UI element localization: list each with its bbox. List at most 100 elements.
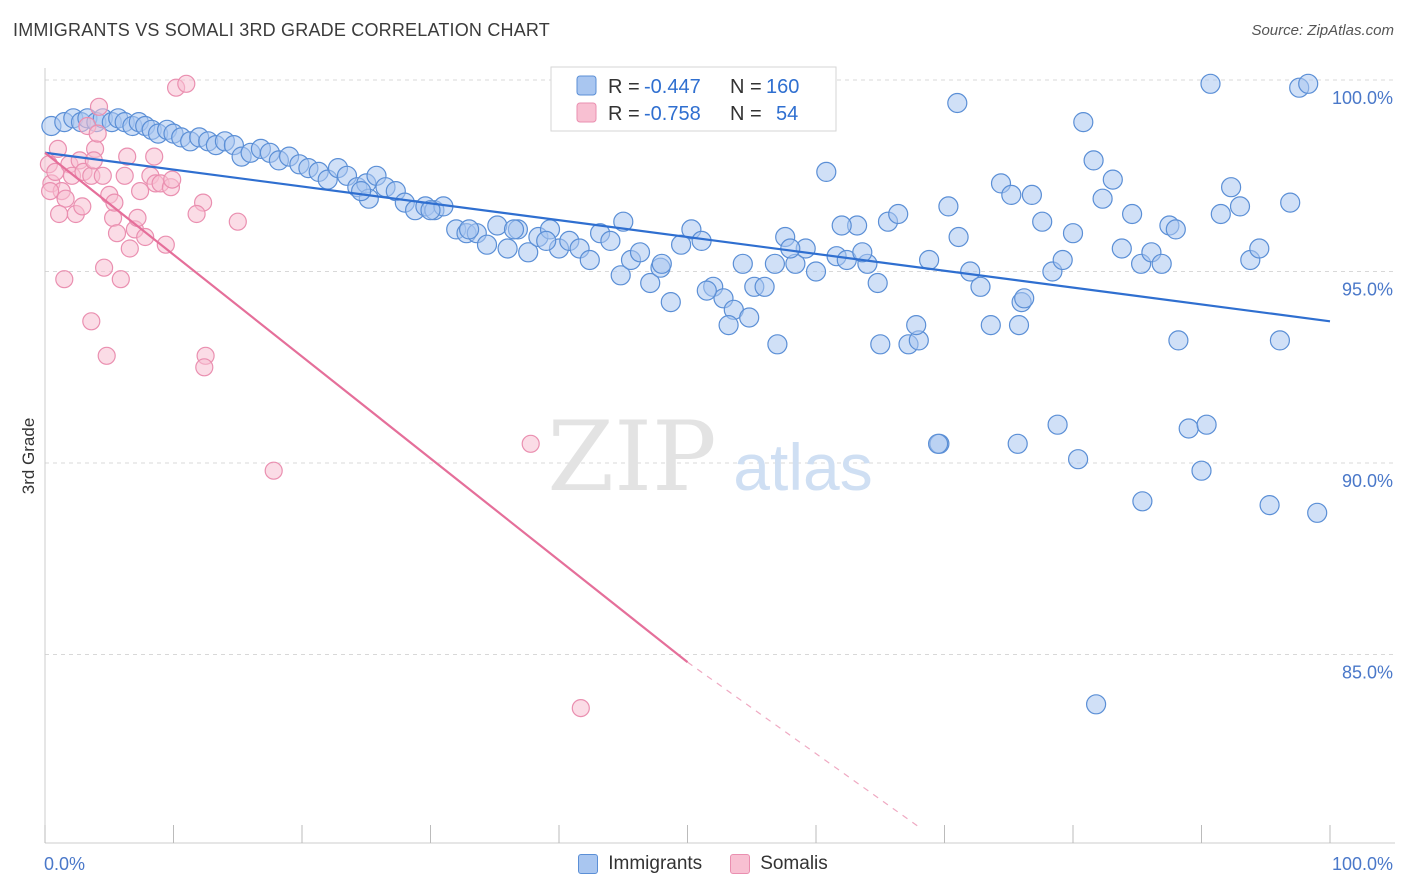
axis-layer: 100.0% 95.0% 90.0% 85.0% 0.0% 100.0% 3rd Grade [19, 68, 1395, 874]
legend-swatch-somalis [730, 854, 751, 874]
legend-n-value-1: 160 [766, 76, 799, 98]
point-somalis [228, 212, 247, 231]
watermark-atlas: atlas [733, 430, 872, 504]
legend-n-label-1: N = [730, 76, 762, 98]
legend-label-somalis: Somalis [760, 853, 828, 874]
point-immigrants [1047, 414, 1068, 435]
point-immigrants [1073, 111, 1094, 133]
point-immigrants [1298, 73, 1319, 94]
watermark: ZIP atlas [547, 401, 872, 513]
point-immigrants [870, 334, 891, 355]
point-immigrants [852, 242, 873, 263]
point-somalis [156, 235, 175, 254]
point-immigrants [660, 292, 681, 313]
legend-box-swatch-somalis [576, 102, 597, 123]
point-immigrants [1032, 211, 1053, 232]
point-immigrants [1092, 188, 1113, 209]
point-somalis [82, 312, 101, 331]
point-immigrants [1220, 177, 1242, 198]
legend-r-label-2: R = [608, 103, 640, 125]
legend-n-value-2: 54 [776, 103, 798, 125]
legend-item-somalis: Somalis [730, 853, 828, 875]
point-immigrants [1111, 238, 1132, 259]
point-immigrants [754, 276, 775, 297]
point-immigrants [1132, 491, 1153, 512]
point-immigrants [1001, 184, 1022, 205]
legend-r-value-1: -0.447 [644, 76, 701, 98]
point-somalis [107, 224, 127, 243]
point-somalis [88, 124, 107, 143]
point-immigrants [739, 307, 760, 328]
point-somalis [118, 147, 137, 166]
point-somalis [93, 166, 112, 185]
point-somalis [97, 346, 116, 365]
point-immigrants [980, 315, 1001, 336]
point-immigrants [1196, 414, 1217, 435]
point-immigrants [1280, 192, 1301, 213]
point-immigrants [1259, 495, 1280, 516]
point-immigrants [696, 280, 717, 301]
point-immigrants [831, 215, 852, 236]
point-immigrants [579, 249, 600, 271]
legend-swatch-immigrants [578, 854, 599, 874]
point-immigrants [1014, 288, 1035, 309]
point-immigrants [640, 272, 661, 294]
grid-layer [45, 79, 1395, 655]
point-immigrants [1102, 169, 1123, 190]
point-somalis [195, 358, 214, 377]
point-immigrants [1200, 73, 1221, 94]
point-somalis [94, 258, 114, 277]
legend-r-label-1: R = [608, 76, 640, 98]
chart-source: Source: ZipAtlas.com [1251, 22, 1394, 39]
point-immigrants [938, 196, 959, 217]
point-immigrants [1229, 196, 1251, 217]
y-tick-label: 90.0% [1342, 471, 1393, 491]
point-immigrants [1210, 203, 1231, 225]
legend-label-immigrants: Immigrants [608, 853, 703, 874]
legend-box-frame [550, 66, 837, 132]
point-somalis [264, 461, 283, 480]
point-immigrants [970, 276, 991, 297]
point-somalis [56, 189, 75, 208]
point-immigrants [503, 219, 525, 240]
point-somalis [177, 74, 196, 93]
point-immigrants [867, 272, 888, 294]
point-immigrants [1021, 184, 1043, 205]
x-tick-label-start: 0.0% [44, 854, 85, 874]
point-immigrants [600, 230, 621, 251]
point-immigrants [629, 242, 651, 263]
point-somalis [128, 208, 147, 227]
point-immigrants [947, 92, 968, 114]
point-immigrants [1151, 253, 1172, 274]
point-immigrants [764, 253, 786, 274]
watermark-zip: ZIP [547, 401, 716, 513]
point-immigrants [518, 242, 539, 263]
point-somalis [40, 182, 60, 201]
point-immigrants [927, 433, 949, 454]
point-immigrants [691, 230, 712, 251]
point-immigrants [487, 215, 508, 236]
point-immigrants [1062, 223, 1084, 244]
point-somalis [131, 182, 150, 201]
point-immigrants [1007, 433, 1028, 454]
point-somalis [55, 270, 74, 289]
point-somalis [73, 197, 92, 216]
point-somalis [105, 193, 124, 212]
point-immigrants [613, 211, 634, 232]
point-immigrants [948, 226, 969, 248]
point-somalis [145, 147, 164, 166]
point-immigrants [1249, 238, 1270, 259]
legend-r-value-2: -0.758 [644, 103, 701, 125]
point-immigrants [1269, 330, 1291, 351]
point-somalis [49, 204, 69, 224]
point-immigrants [497, 238, 518, 259]
x-tick-label-end: 100.0% [1332, 854, 1393, 874]
point-immigrants [651, 253, 672, 274]
point-immigrants [888, 203, 909, 225]
y-axis-title: 3rd Grade [19, 418, 38, 495]
chart-title: IMMIGRANTS VS SOMALI 3RD GRADE CORRELATI… [13, 20, 551, 40]
point-immigrants [1121, 203, 1143, 225]
point-immigrants [610, 265, 631, 286]
y-tick-label: 95.0% [1342, 280, 1393, 300]
